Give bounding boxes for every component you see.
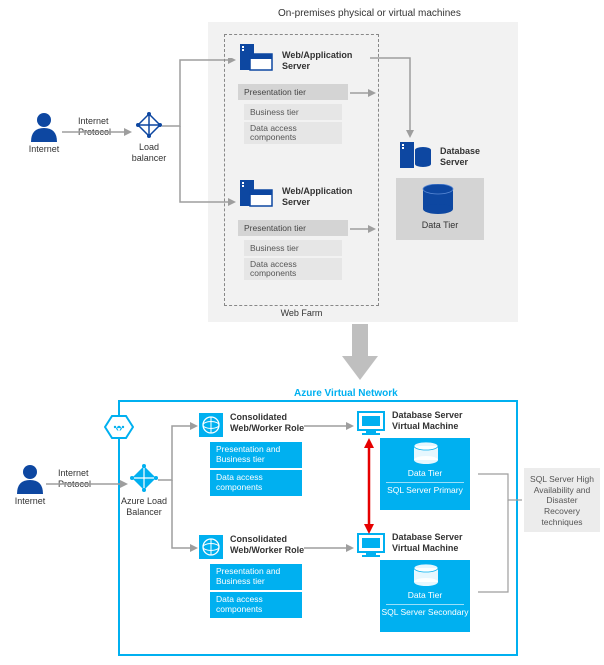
user-icon [16,464,44,494]
role2-data: Data access components [210,592,302,618]
db1-data-tier: Data Tier [380,468,470,478]
server2-business: Business tier [244,240,342,256]
db1-sql: SQL Server Primary [380,486,470,496]
server2-presentation: Presentation tier [238,220,348,236]
server1-presentation: Presentation tier [238,84,348,100]
worker-role-icon [198,534,224,560]
arrow-role2-db2 [304,540,354,556]
server2-data: Data access components [244,258,342,280]
server-icon [240,180,274,210]
bracket-line [478,470,524,600]
db-server-label-top: Database Server [440,146,500,168]
arrow-internet-lb-bottom [46,478,128,490]
db2-label: Database Server Virtual Machine [392,532,482,554]
database-icon [412,442,440,466]
arrow-pres2 [350,224,376,234]
worker-role-icon [198,412,224,438]
database-server-icon [400,140,434,170]
db2-data-tier: Data Tier [380,590,470,600]
big-down-arrow-icon [340,324,380,380]
server-icon [240,44,274,74]
internet-label-bottom: Internet [10,496,50,507]
server1-label: Web/Application Server [282,50,362,72]
server1-data: Data access components [244,122,342,144]
user-icon [30,112,58,142]
svg-text:‹›: ‹› [116,423,123,434]
azure-load-balancer-icon [130,464,158,494]
db1-label: Database Server Virtual Machine [392,410,482,432]
role1-data: Data access components [210,470,302,496]
server2-label: Web/Application Server [282,186,362,208]
internet-label-top: Internet [24,144,64,155]
onprem-title: On-premises physical or virtual machines [278,8,461,19]
vm-icon [356,532,386,558]
vnet-icon: ‹› [104,414,134,440]
role1-pres: Presentation and Business tier [210,442,302,468]
database-icon [420,184,456,216]
arrow-role1-db1 [304,418,354,434]
sidebar-note: SQL Server High Availability and Disaste… [524,468,600,532]
role2-pres: Presentation and Business tier [210,564,302,590]
azure-vnet-title: Azure Virtual Network [294,388,398,399]
database-icon [412,564,440,588]
arrows-lb-roles [158,422,198,560]
load-balancer-icon [136,112,162,140]
data-tier-label-top: Data Tier [396,220,484,231]
arrow-internet-lb-top [62,126,132,138]
db2-sql: SQL Server Secondary [380,608,470,618]
server1-business: Business tier [244,104,342,120]
red-double-arrow-icon [362,438,376,534]
vm-icon [356,410,386,436]
web-farm-label: Web Farm [224,308,379,319]
